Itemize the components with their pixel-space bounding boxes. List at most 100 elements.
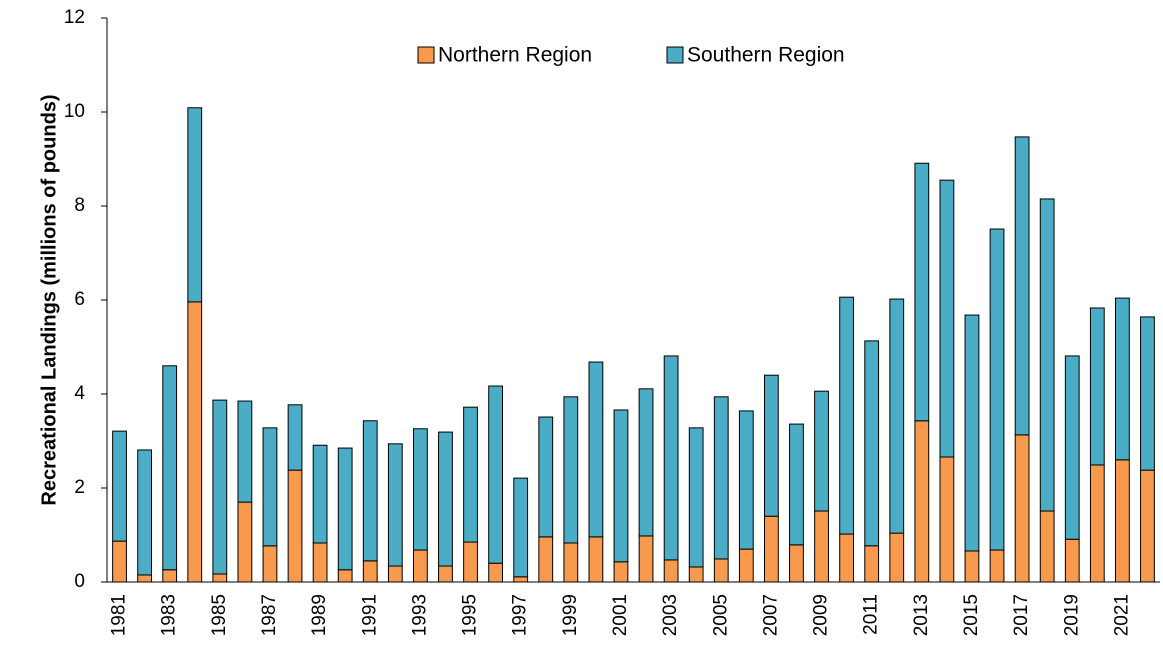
bar-segment [989, 228, 1005, 551]
y-axis-label: Recreational Landings (millions of pound… [38, 94, 60, 505]
bar-segment [914, 162, 930, 422]
x-tick-label: 2019 [1061, 594, 1082, 636]
x-tick-label: 1993 [409, 594, 430, 636]
bar-segment [613, 561, 629, 583]
bar-segment [412, 549, 428, 583]
bar-segment [989, 549, 1005, 583]
x-tick-label: 1987 [259, 594, 280, 636]
bar-segment [162, 569, 178, 583]
bar-segment [362, 560, 378, 583]
bar-segment [488, 562, 504, 583]
bar-segment [237, 501, 253, 583]
bar-segment [563, 396, 579, 544]
bar-segment [939, 179, 955, 458]
bar-segment [814, 510, 829, 583]
bar-segment [1140, 316, 1155, 471]
bar-segment [187, 301, 203, 583]
bar-segment [438, 565, 453, 583]
legend-swatch [666, 46, 684, 64]
bar-segment [738, 548, 754, 583]
x-tick-label: 2007 [760, 594, 781, 636]
bar-segment [613, 409, 629, 563]
x-tick-label: 2011 [861, 594, 882, 635]
bar-segment [964, 314, 980, 552]
bar-segment [513, 576, 529, 583]
bar-segment [638, 388, 654, 537]
bar-segment [287, 469, 303, 583]
bar-segment [387, 565, 403, 583]
legend-label: Northern Region [438, 44, 592, 67]
bar-segment [663, 559, 679, 583]
bar-segment [337, 569, 353, 583]
bar-segment [964, 550, 980, 583]
bar-segment [362, 420, 378, 562]
x-tick-label: 2005 [710, 594, 731, 636]
bar-segment [262, 427, 278, 547]
bar-segment [187, 107, 203, 303]
x-tick-label: 2001 [610, 594, 631, 636]
bar-segment [663, 355, 679, 561]
bar-segment [1089, 464, 1105, 583]
y-tick-label: 8 [74, 195, 85, 216]
x-tick-label: 2021 [1111, 594, 1132, 636]
bar-segment [488, 385, 504, 564]
bar-segment [814, 390, 829, 512]
bar-segment [212, 573, 228, 583]
bar-segment [1140, 469, 1155, 583]
bar-segment [789, 544, 804, 583]
x-tick-label: 2003 [660, 594, 681, 636]
x-tick-label: 2013 [911, 594, 932, 636]
bar-segment [287, 404, 303, 471]
bar-segment [262, 545, 278, 583]
bar-segment [914, 420, 930, 583]
bar-segment [839, 296, 855, 535]
bar-segment [638, 535, 654, 583]
bar-segment [588, 536, 604, 583]
bar-segment [688, 427, 704, 568]
bar-segment [688, 566, 704, 583]
bar-segment [412, 428, 428, 551]
y-tick-label: 4 [74, 383, 85, 404]
bar-segment [889, 298, 905, 534]
x-tick-label: 1981 [109, 594, 130, 636]
y-tick-label: 2 [74, 477, 85, 498]
bar-segment [538, 416, 554, 538]
bar-segment [112, 540, 127, 583]
bar-segment [1014, 136, 1030, 436]
bar-segment [588, 361, 604, 538]
bar-segment [1089, 307, 1105, 466]
bar-segment [1064, 538, 1080, 583]
bar-segment [212, 399, 228, 575]
bar-segment [713, 558, 729, 583]
bar-segment [563, 542, 579, 583]
bar-segment [789, 423, 804, 546]
bar-segment [889, 532, 905, 583]
bar-segment [864, 545, 880, 583]
y-tick-label: 6 [74, 289, 85, 310]
bar-segment [763, 515, 779, 583]
bar-segment [713, 396, 729, 560]
bar-segment [438, 431, 453, 567]
x-tick-label: 1995 [460, 594, 481, 636]
bar-segment [237, 400, 253, 503]
bar-segment [939, 456, 955, 583]
bar-segment [1114, 459, 1130, 583]
x-tick-label: 1999 [560, 594, 581, 636]
bar-segment [162, 365, 178, 571]
x-tick-label: 1983 [159, 594, 180, 636]
bar-segment [1064, 355, 1080, 540]
x-tick-label: 2009 [811, 594, 832, 636]
bar-segment [112, 430, 127, 542]
bar-segment [1039, 510, 1055, 583]
x-tick-label: 2015 [961, 594, 982, 636]
bar-segment [337, 447, 353, 571]
x-tick-label: 1989 [309, 594, 330, 636]
x-tick-label: 2017 [1011, 594, 1032, 636]
legend-swatch [417, 46, 435, 64]
bar-segment [463, 406, 478, 543]
x-tick-label: 1991 [359, 594, 380, 636]
bar-segment [137, 574, 153, 583]
bar-segment [839, 533, 855, 583]
legend-label: Southern Region [687, 44, 845, 67]
